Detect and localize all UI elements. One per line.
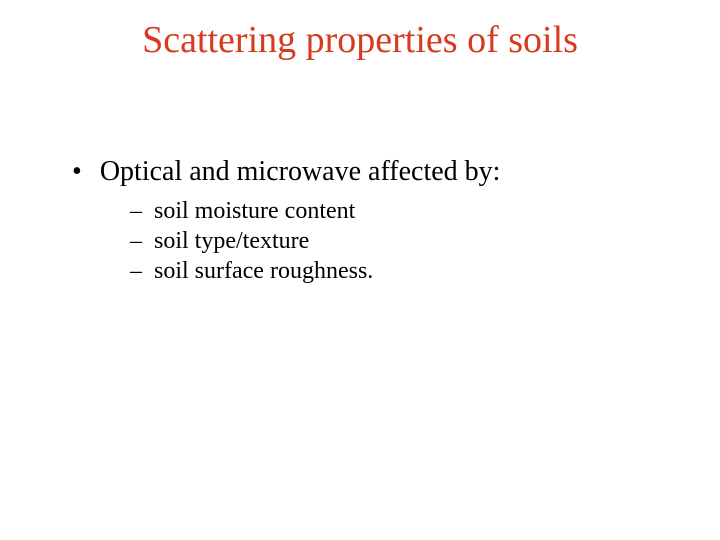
dash-item: – soil moisture content <box>130 198 355 225</box>
dash-text: soil surface roughness. <box>154 258 373 285</box>
dash-text: soil moisture content <box>154 198 355 225</box>
bullet-item: • Optical and microwave affected by: <box>72 156 500 188</box>
bullet-text: Optical and microwave affected by: <box>100 156 501 188</box>
dash-text: soil type/texture <box>154 228 309 255</box>
dash-item: – soil type/texture <box>130 228 309 255</box>
dash-marker: – <box>130 258 142 285</box>
bullet-marker: • <box>72 156 82 188</box>
dash-item: – soil surface roughness. <box>130 258 373 285</box>
dash-marker: – <box>130 228 142 255</box>
slide-title: Scattering properties of soils <box>0 18 720 62</box>
dash-marker: – <box>130 198 142 225</box>
slide: Scattering properties of soils • Optical… <box>0 0 720 540</box>
